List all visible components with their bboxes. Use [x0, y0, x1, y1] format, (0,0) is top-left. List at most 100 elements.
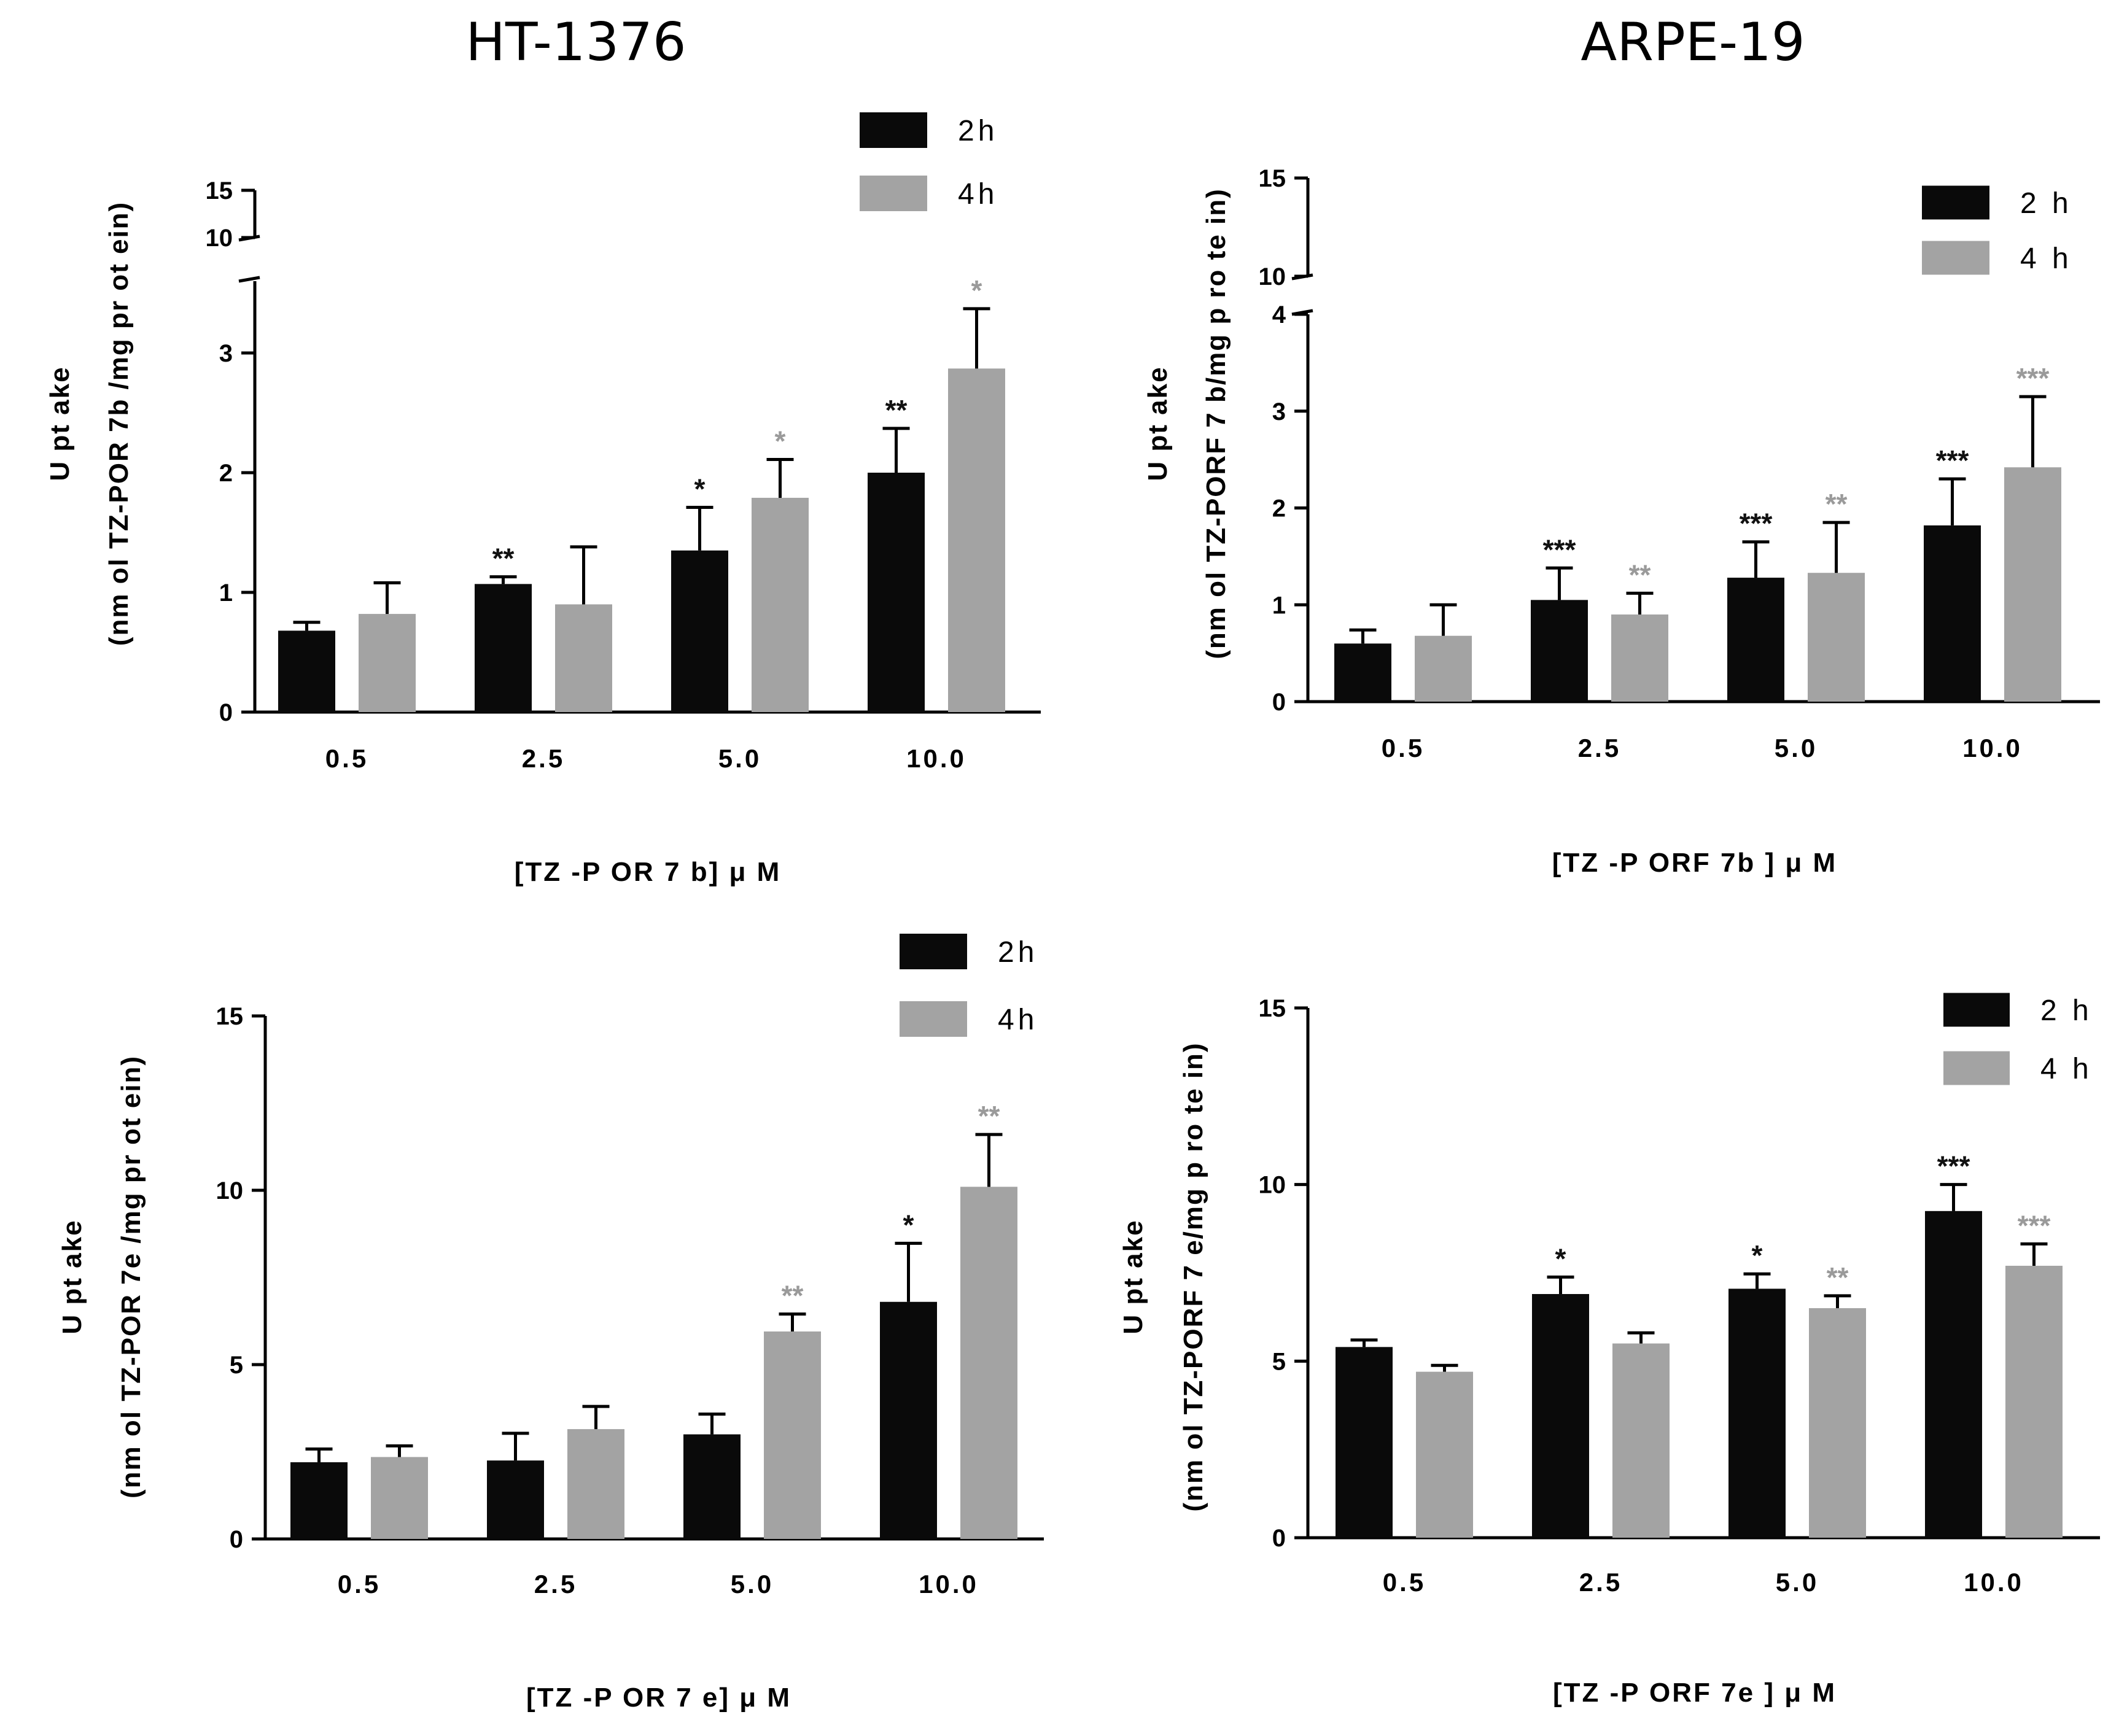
- y-tick-label: 15: [1259, 995, 1286, 1022]
- x-axis-label: [TZ -P OR 7 b] μ M: [515, 857, 782, 887]
- legend-swatch-4h: [1922, 241, 1989, 275]
- x-tick-label: 5.0: [731, 1570, 774, 1598]
- legend-swatch-2h: [1922, 185, 1989, 220]
- legend-swatch-4h: [860, 176, 927, 211]
- legend: 2 h 4 h: [1943, 993, 2093, 1085]
- bar-2h: [683, 1434, 741, 1539]
- x-tick-label: 0.5: [1383, 1568, 1426, 1597]
- y-axis-label-line: U pt ake: [1118, 1219, 1148, 1334]
- y-tick-label: 15: [216, 1003, 244, 1030]
- bar-4h: [1808, 573, 1865, 702]
- y-tick-label: 15: [206, 177, 233, 204]
- x-tick-label: 0.5: [338, 1570, 381, 1598]
- x-tick-label: 10.0: [1964, 1568, 2024, 1597]
- bar-4h: [960, 1187, 1017, 1539]
- y-tick-label: 0: [1272, 1525, 1286, 1552]
- bar-4h: [1809, 1308, 1866, 1538]
- significance-marker: **: [885, 394, 908, 426]
- bar-2h: [880, 1301, 937, 1539]
- bar-2h: [868, 473, 925, 712]
- x-tick-label: 10.0: [919, 1570, 979, 1598]
- bars: *******: [278, 274, 1005, 712]
- bar-4h: [555, 604, 612, 712]
- legend-label-2h: 2 h: [2020, 187, 2072, 220]
- y-tick-label: 10: [206, 225, 233, 252]
- y-axis-label: U pt ake (nm ol TZ-POR 7b /mg pr ot ein): [45, 201, 134, 646]
- bar-2h: [1336, 1347, 1393, 1538]
- significance-marker: **: [978, 1100, 1000, 1132]
- y-tick-label: 10: [216, 1177, 244, 1204]
- legend-swatch-2h: [860, 112, 927, 148]
- y-tick-label: 2: [1272, 495, 1286, 522]
- significance-marker: ***: [1740, 508, 1773, 540]
- bar-4h: [948, 368, 1005, 712]
- y-tick-label: 0: [219, 699, 233, 726]
- significance-marker: *: [1752, 1239, 1763, 1271]
- legend: 2h 4h: [860, 112, 998, 211]
- axes: 0 1 2 3 4 10 15 0.5 2.5 5.0 10.0: [1259, 165, 2100, 762]
- y-axis-label: U pt ake (nm ol TZ-PORF 7 e/mg p ro te in…: [1118, 1042, 1208, 1511]
- y-tick-label: 4: [1272, 301, 1286, 328]
- bar-2h: [1334, 643, 1391, 702]
- x-tick-label: 2.5: [534, 1570, 577, 1598]
- significance-marker: ***: [1936, 444, 1969, 476]
- legend-label-4h: 4h: [958, 178, 998, 211]
- x-tick-label: 5.0: [718, 744, 761, 773]
- y-tick-label: 15: [1259, 165, 1286, 192]
- y-tick-label: 0: [1272, 689, 1286, 716]
- significance-marker: ***: [1937, 1150, 1970, 1182]
- bar-2h: [487, 1460, 544, 1539]
- significance-marker: **: [1629, 559, 1651, 591]
- y-tick-label: 3: [1272, 398, 1286, 425]
- y-tick-label: 5: [1272, 1348, 1286, 1375]
- legend-swatch-2h: [900, 934, 967, 969]
- y-axis-label-line: (nm ol TZ-PORF 7 b/mg p ro te in): [1201, 188, 1231, 659]
- y-tick-label: 10: [1259, 263, 1286, 290]
- x-tick-label: 10.0: [1962, 734, 2023, 762]
- y-tick-label: 3: [219, 340, 233, 367]
- bar-2h: [671, 550, 728, 712]
- y-tick-label: 5: [230, 1352, 243, 1379]
- legend-label-2h: 2h: [998, 936, 1038, 969]
- x-tick-label: 10.0: [906, 744, 966, 773]
- y-axis-label-line: (nm ol TZ-POR 7b /mg pr ot ein): [104, 201, 134, 646]
- y-tick-label: 1: [219, 579, 233, 606]
- y-tick-label: 2: [219, 460, 233, 487]
- y-axis-label: U pt ake (nm ol TZ-PORF 7 b/mg p ro te in…: [1143, 188, 1231, 659]
- y-axis-label-line: U pt ake: [45, 366, 75, 481]
- y-axis-label: U pt ake (nm ol TZ-POR 7e /mg pr ot ein): [57, 1055, 146, 1498]
- legend-label-2h: 2h: [958, 115, 998, 147]
- bar-2h: [1925, 1211, 1982, 1538]
- significance-marker: *: [694, 473, 706, 505]
- bar-4h: [359, 614, 416, 712]
- bar-2h: [1727, 578, 1784, 702]
- y-tick-label: 1: [1272, 592, 1286, 619]
- x-tick-label: 2.5: [522, 744, 565, 773]
- axes: 0 1 2 3 10 15 0.5 2.5 5.0 10.0: [206, 177, 1041, 773]
- significance-marker: *: [903, 1209, 914, 1241]
- column-title-left: HT-1376: [465, 12, 686, 73]
- bar-2h: [1532, 1294, 1589, 1538]
- bar-4h: [2005, 1265, 2063, 1538]
- legend-label-4h: 4 h: [2020, 242, 2072, 275]
- x-tick-label: 2.5: [1579, 1568, 1622, 1597]
- bars: *****: [290, 1100, 1017, 1539]
- y-axis-label-line: (nm ol TZ-PORF 7 e/mg p ro te in): [1178, 1042, 1208, 1511]
- bar-4h: [1416, 1371, 1473, 1538]
- bar-4h: [2004, 467, 2061, 702]
- significance-marker: *: [775, 425, 786, 457]
- axis-break-mark: [238, 276, 260, 283]
- significance-marker: **: [1826, 488, 1848, 520]
- bar-4h: [1611, 614, 1668, 702]
- significance-marker: ***: [2016, 362, 2050, 394]
- column-title-right: ARPE-19: [1581, 12, 1805, 73]
- legend: 2h 4h: [900, 934, 1038, 1037]
- y-axis-label-line: U pt ake: [57, 1219, 87, 1334]
- legend-label-4h: 4h: [998, 1004, 1038, 1036]
- legend-label-2h: 2 h: [2040, 994, 2093, 1027]
